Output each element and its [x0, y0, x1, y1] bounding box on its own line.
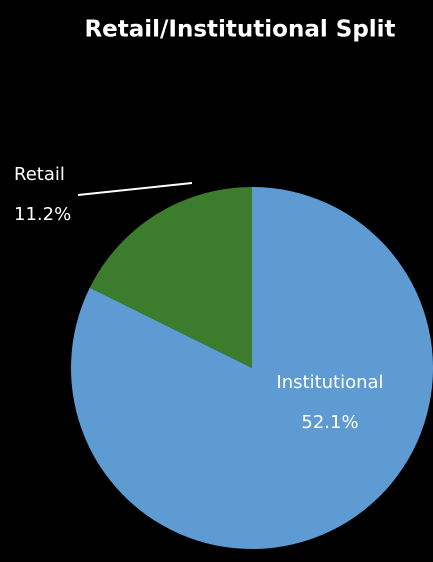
slice-label: Institutional: [276, 372, 383, 393]
slice-label: Retail: [14, 164, 65, 185]
pie-slice: [89, 187, 252, 368]
slice-value-label: 52.1%: [301, 412, 358, 433]
pie-slice: [71, 187, 433, 549]
chart-title: Retail/Institutional Split: [84, 17, 395, 43]
slice-value-label: 11.2%: [14, 204, 71, 225]
leader-line: [77, 182, 193, 196]
